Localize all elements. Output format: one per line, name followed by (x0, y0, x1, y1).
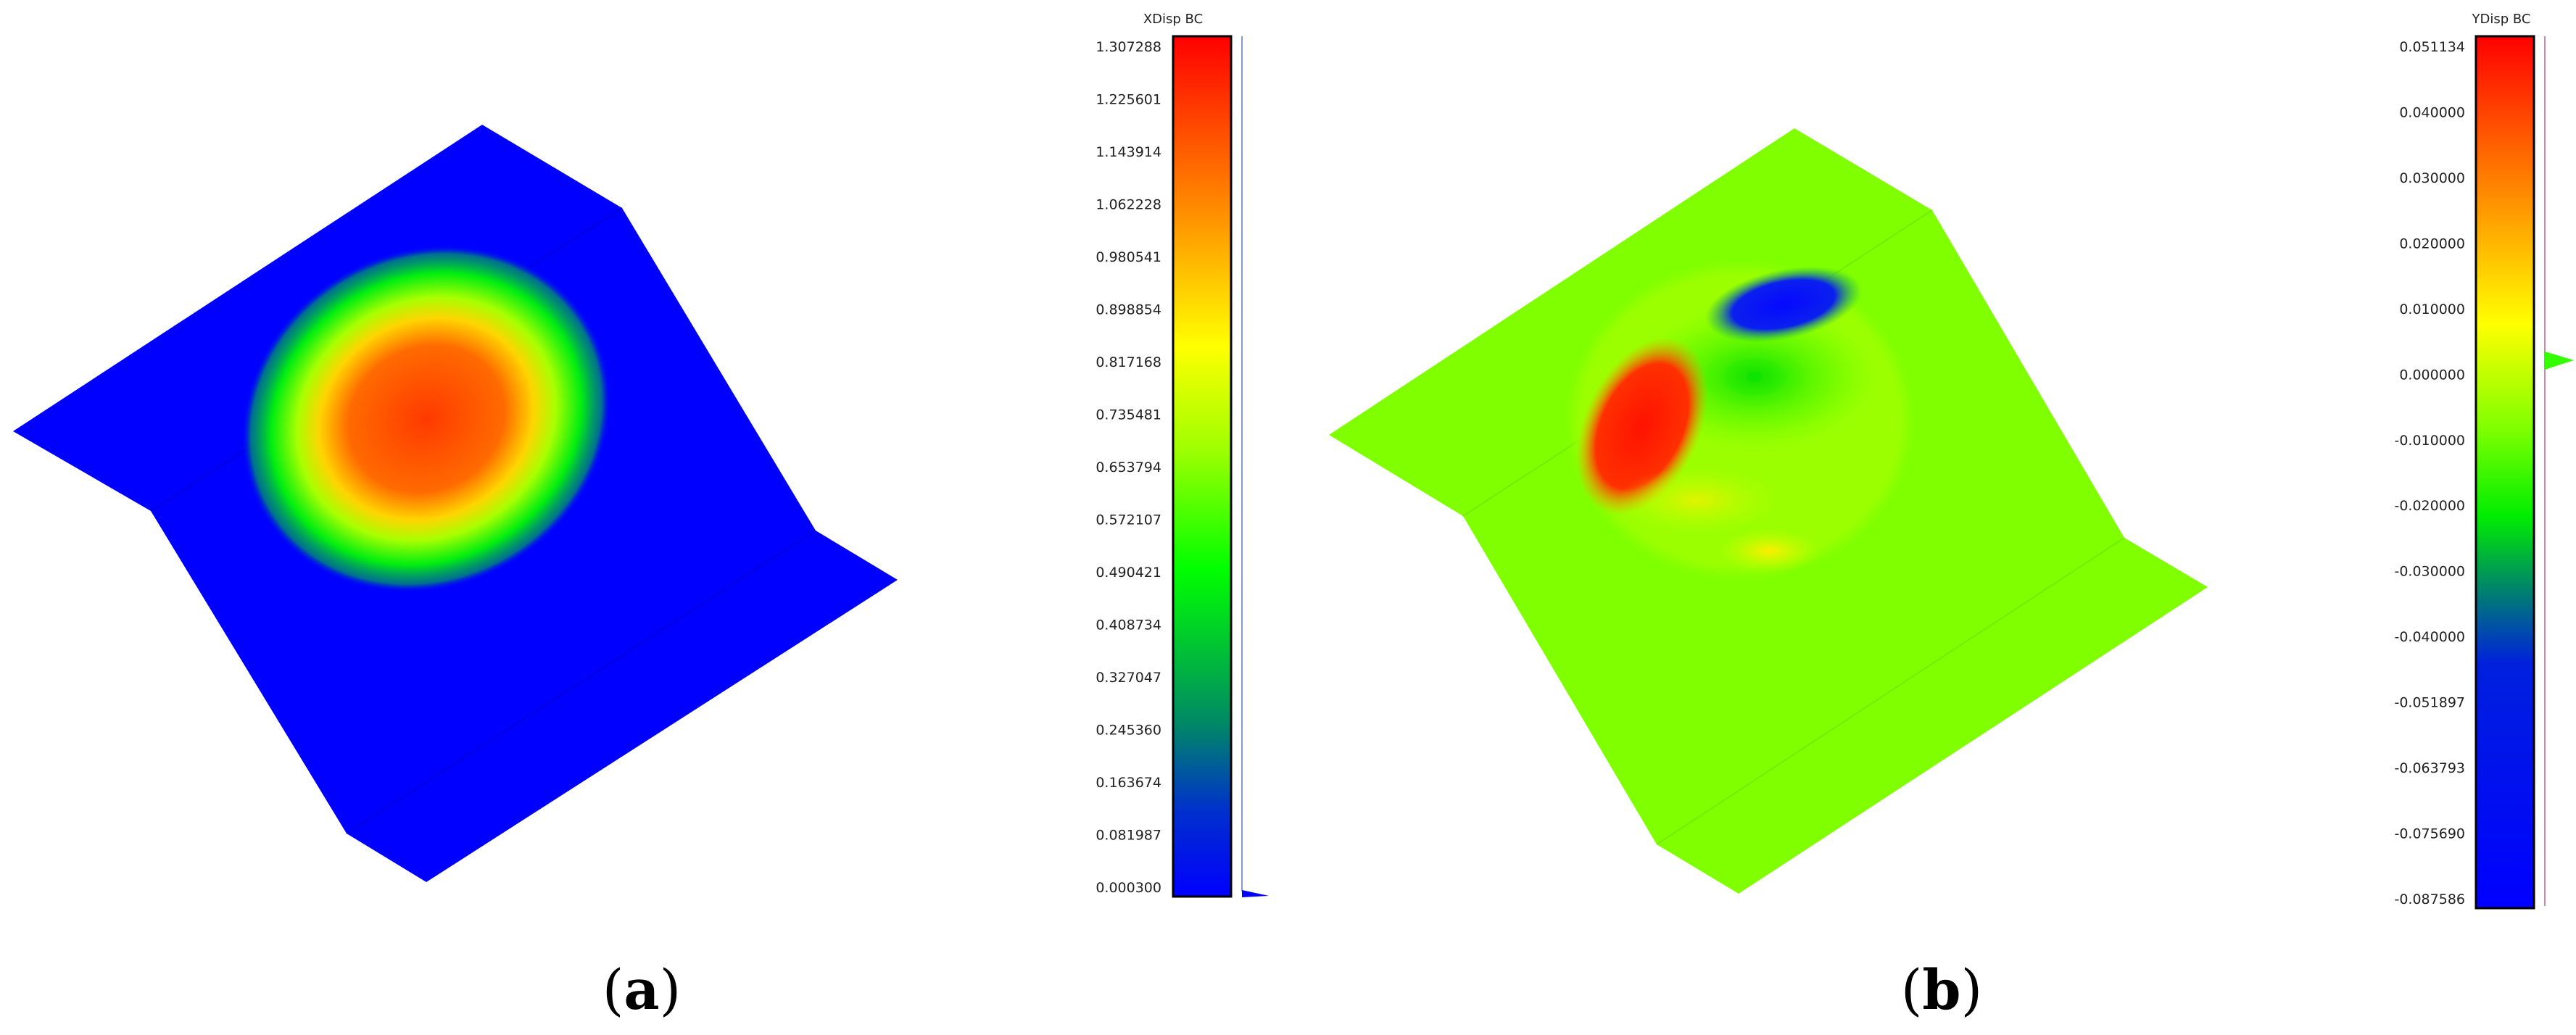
colorbar-a-tick-15: 0.081987 (1096, 828, 1161, 844)
colorbar-a-tick-11: 0.408734 (1096, 618, 1161, 633)
yellow-zone-b (1718, 529, 1820, 573)
colorbar-a-tick-8: 0.653794 (1096, 460, 1161, 475)
hotspot-a (241, 245, 611, 593)
colorbar-a-bar (1172, 35, 1233, 898)
colorbar-b-tick-4: 0.010000 (2399, 302, 2465, 317)
colorbar-a-histogram (1242, 890, 1269, 897)
colorbar-b-tick-6: -0.010000 (2394, 433, 2465, 449)
caption-b: (b) (1901, 957, 1982, 1022)
colorbar-a-tick-9: 0.572107 (1096, 512, 1161, 528)
colorbar-b-tick-3: 0.020000 (2399, 236, 2465, 252)
colorbar-a-tick-5: 0.898854 (1096, 302, 1161, 318)
colorbar-a-tick-7: 0.735481 (1096, 407, 1161, 423)
caption-a: (a) (602, 957, 682, 1022)
colorbar-a-tick-4: 0.980541 (1096, 249, 1161, 265)
colorbar-a-tick-12: 0.327047 (1096, 670, 1161, 686)
displacement-patch-b (1573, 266, 1907, 573)
colorbar-b-tick-2: 0.030000 (2399, 170, 2465, 186)
colorbar-a-tick-3: 1.062228 (1096, 197, 1161, 213)
colorbar-b-tick-9: -0.040000 (2394, 629, 2465, 645)
yellow-zone-b2 (1617, 467, 1776, 533)
colorbar-a-tick-13: 0.245360 (1096, 723, 1161, 739)
colorbar-b-tick-8: -0.030000 (2394, 564, 2465, 580)
colorbar-a-tick-0: 1.307288 (1096, 39, 1161, 55)
colorbar-b-tick-7: -0.020000 (2394, 498, 2465, 514)
colorbar-b-tick-1: 0.040000 (2399, 104, 2465, 120)
colorbar-b-histogram (2545, 352, 2574, 370)
colorbar-b-tick-10: -0.051897 (2394, 695, 2465, 711)
colorbar-b-tick-0: 0.051134 (2399, 39, 2465, 55)
panel-a: XDisp BC 1.307288 1.225601 1.143914 1.06222… (13, 12, 1269, 1022)
colorbar-b-title: YDisp BC (2472, 12, 2531, 27)
colorbar-b-bar (2474, 35, 2535, 910)
colorbar-b-tick-11: -0.063793 (2394, 760, 2465, 776)
colorbar-b-ticks: 0.051134 0.040000 0.030000 0.020000 0.010000… (2394, 39, 2465, 907)
colorbar-a-tick-14: 0.163674 (1096, 775, 1161, 791)
colorbar-a-tick-16: 0.000300 (1096, 880, 1161, 896)
panel-b: YDisp BC 0.051134 0.040000 0.030000 0.02000… (1329, 12, 2574, 1022)
colorbar-a: XDisp BC 1.307288 1.225601 1.143914 1.06222… (1096, 12, 1269, 898)
colorbar-a-ticks: 1.307288 1.225601 1.143914 1.062228 0.980541… (1096, 39, 1161, 896)
colorbar-b-tick-13: -0.087586 (2394, 891, 2465, 907)
fold-line-b2 (1656, 537, 2125, 845)
colorbar-a-title: XDisp BC (1143, 12, 1203, 27)
colorbar-b-tick-12: -0.075690 (2394, 826, 2465, 842)
fold-line-a2 (346, 530, 816, 834)
colorbar-a-tick-1: 1.225601 (1096, 92, 1161, 108)
colorbar-a-tick-2: 1.143914 (1096, 144, 1161, 160)
colorbar-a-tick-6: 0.817168 (1096, 354, 1161, 370)
blue-zone-b (1705, 266, 1863, 343)
colorbar-a-tick-10: 0.490421 (1096, 565, 1161, 581)
colorbar-b-tick-5: 0.000000 (2399, 367, 2465, 383)
colorbar-b: YDisp BC 0.051134 0.040000 0.030000 0.02000… (2394, 12, 2574, 910)
